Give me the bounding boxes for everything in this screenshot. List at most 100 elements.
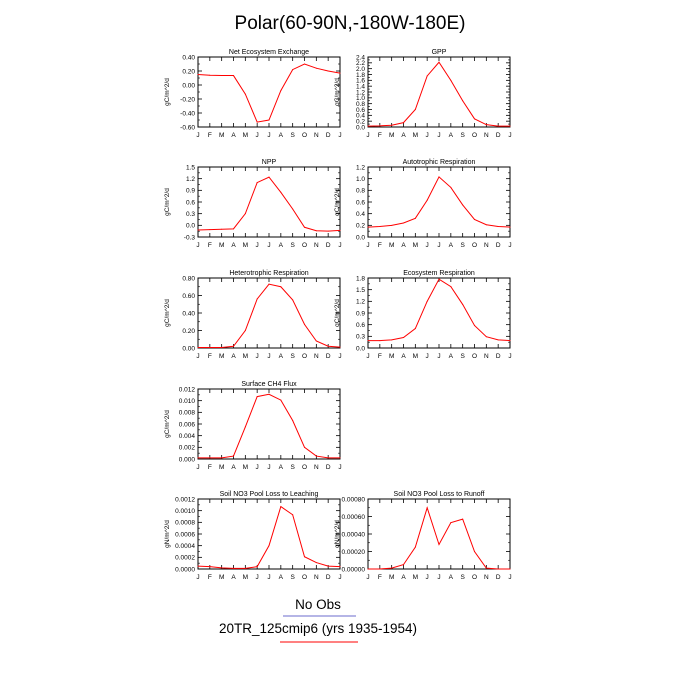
y-tick-label: 0.00020 <box>342 549 366 556</box>
data-point <box>339 457 341 459</box>
data-point <box>474 551 475 552</box>
y-tick-label: 0.0 <box>356 234 365 241</box>
data-point <box>339 566 341 568</box>
data-point <box>339 346 341 348</box>
y-tick-label: 0.00060 <box>342 514 366 521</box>
data-point <box>268 119 270 121</box>
data-point <box>292 208 294 210</box>
x-tick-label: M <box>219 353 224 360</box>
x-tick-label: M <box>219 574 224 581</box>
y-tick-label: 1.2 <box>186 176 195 183</box>
x-tick-label: S <box>460 132 465 139</box>
x-tick-label: J <box>256 574 259 581</box>
y-tick-label: 0.3 <box>186 211 195 218</box>
data-point <box>391 124 393 126</box>
y-tick-label: 0.9 <box>186 188 195 195</box>
x-tick-label: O <box>302 242 307 249</box>
x-tick-label: N <box>314 132 319 139</box>
data-point <box>221 75 223 77</box>
x-tick-label: J <box>508 242 511 249</box>
x-tick-label: F <box>208 242 212 249</box>
data-point <box>462 100 464 102</box>
data-point <box>244 330 246 331</box>
data-point <box>403 337 404 338</box>
data-point <box>474 219 475 220</box>
data-point <box>209 74 211 76</box>
series-line <box>198 283 341 349</box>
x-tick-label: O <box>472 353 477 360</box>
x-tick-label: M <box>389 242 394 249</box>
y-axis-label: gC/m^2/d <box>164 188 171 216</box>
data-point <box>233 455 234 457</box>
x-tick-label: J <box>338 464 341 471</box>
y-tick-label: 1.4 <box>356 83 365 90</box>
data-point <box>327 230 329 232</box>
x-tick-label: N <box>484 353 489 360</box>
y-tick-label: 2.2 <box>356 60 365 67</box>
x-tick-label: J <box>508 353 511 360</box>
x-tick-label: D <box>326 353 331 360</box>
y-tick-label: 0.0 <box>186 223 195 230</box>
x-tick-label: O <box>472 574 477 581</box>
x-tick-label: M <box>413 353 418 360</box>
data-point <box>233 345 234 347</box>
y-tick-label: 1.2 <box>356 89 365 96</box>
data-point <box>280 90 282 92</box>
y-axis-label: gN/m^2/d <box>164 520 171 548</box>
data-point <box>315 455 317 457</box>
x-tick-label: A <box>231 132 236 139</box>
y-tick-label: 0.2 <box>356 223 365 230</box>
x-tick-label: J <box>426 353 429 360</box>
data-point <box>221 457 223 459</box>
panel-title: Heterotrophic Respiration <box>229 270 308 277</box>
data-point <box>391 567 393 569</box>
y-tick-label: 0.00000 <box>342 566 366 573</box>
x-tick-label: M <box>389 574 394 581</box>
x-tick-label: A <box>279 574 284 581</box>
series-line <box>368 278 511 342</box>
y-tick-label: 0.0008 <box>175 520 195 527</box>
data-point <box>304 446 305 448</box>
y-tick-label: 0.0010 <box>175 508 195 515</box>
x-tick-label: A <box>279 464 284 471</box>
data-point <box>327 345 329 347</box>
y-tick-label: 0.0 <box>356 345 365 352</box>
x-tick-label: S <box>290 242 295 249</box>
x-tick-label: J <box>196 132 199 139</box>
data-point <box>268 283 270 285</box>
x-tick-label: J <box>508 132 511 139</box>
y-tick-label: 2.0 <box>356 66 365 73</box>
data-point <box>367 568 369 570</box>
data-point <box>367 340 369 342</box>
y-tick-label: 0.00040 <box>342 531 366 538</box>
x-tick-label: J <box>256 464 259 471</box>
y-tick-label: 1.2 <box>356 299 365 306</box>
data-point <box>497 125 499 127</box>
y-tick-label: 0.0 <box>356 124 365 131</box>
series-line <box>367 176 511 228</box>
y-tick-label: 0.6 <box>356 199 365 206</box>
data-point <box>379 568 381 570</box>
x-tick-label: A <box>449 574 454 581</box>
plot-frame <box>197 498 341 570</box>
x-tick-label: M <box>243 242 248 249</box>
x-tick-label: S <box>290 574 295 581</box>
x-tick-label: A <box>231 242 236 249</box>
data-point <box>339 229 341 231</box>
x-tick-label: N <box>314 242 319 249</box>
panel-title: Net Ecosystem Exchange <box>229 49 309 56</box>
data-point <box>256 182 258 184</box>
x-tick-label: O <box>302 464 307 471</box>
x-tick-label: J <box>267 242 270 249</box>
data-point <box>474 324 475 326</box>
x-tick-label: M <box>413 242 418 249</box>
x-tick-label: J <box>426 132 429 139</box>
data-point <box>197 565 199 567</box>
data-point <box>438 176 440 178</box>
data-point <box>426 199 428 201</box>
x-tick-label: O <box>302 574 307 581</box>
x-tick-label: F <box>208 574 212 581</box>
y-tick-label: 0.6 <box>186 199 195 206</box>
x-tick-label: N <box>484 132 489 139</box>
